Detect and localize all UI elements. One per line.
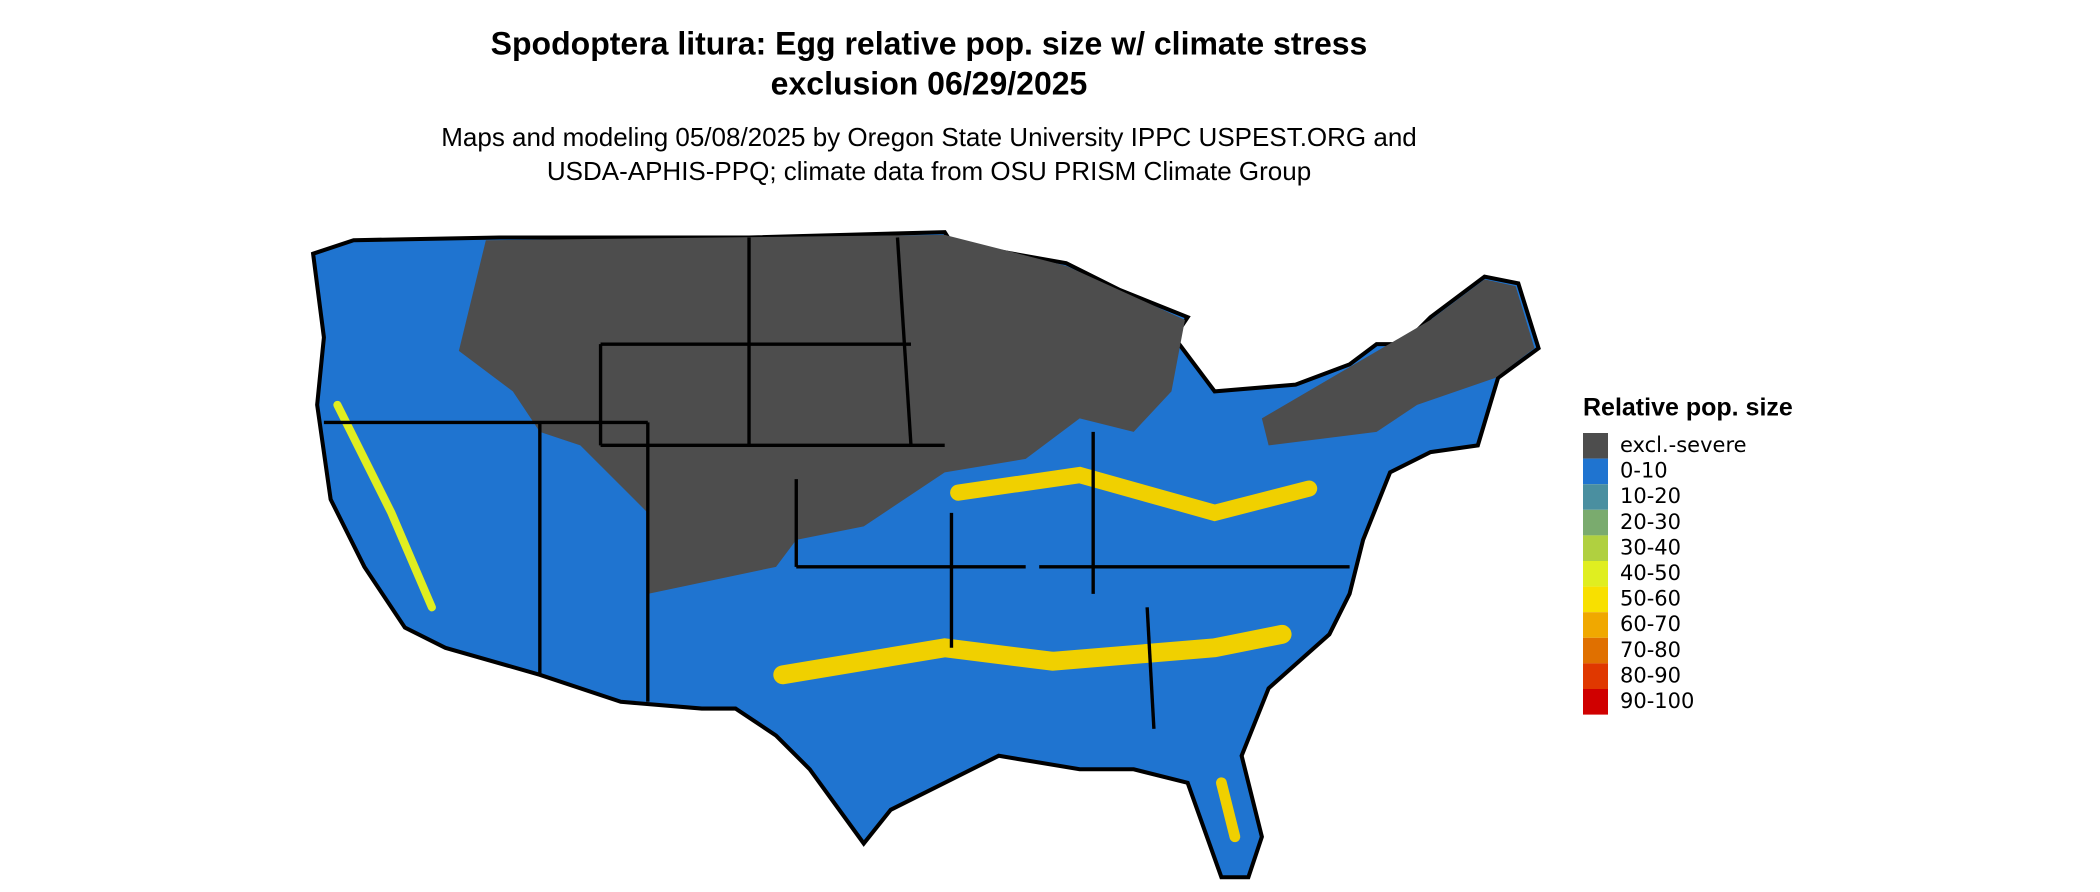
legend-swatch: [1583, 484, 1608, 510]
legend-label: 0-10: [1620, 459, 1668, 483]
legend-title: Relative pop. size: [1583, 394, 1793, 422]
legend-swatch: [1583, 535, 1608, 561]
us-map: [310, 230, 1541, 880]
legend-swatch: [1583, 509, 1608, 536]
legend-swatch: [1583, 663, 1608, 689]
legend-label: 10-20: [1620, 484, 1681, 508]
legend-label: 70-80: [1620, 638, 1681, 662]
legend-label: 20-30: [1620, 510, 1681, 534]
excluded-region: [458, 234, 1185, 594]
title: Spodoptera litura: Egg relative pop. siz…: [491, 25, 1368, 61]
legend-swatch: [1583, 637, 1608, 664]
legend-label: 60-70: [1620, 612, 1681, 636]
legend-label: excl.-severe: [1620, 433, 1747, 457]
subtitle: USDA-APHIS-PPQ; climate data from OSU PR…: [547, 156, 1311, 186]
legend-label: 80-90: [1620, 663, 1681, 687]
title: exclusion 06/29/2025: [771, 65, 1088, 101]
suitable-band: [1215, 777, 1241, 843]
legend-swatch: [1583, 561, 1608, 587]
legend-swatch: [1583, 433, 1608, 459]
legend-label: 50-60: [1620, 587, 1681, 611]
legend-label: 30-40: [1620, 535, 1681, 559]
suitable-band: [773, 624, 1292, 685]
state-borders: [323, 237, 1350, 729]
legend-label: 40-50: [1620, 561, 1681, 585]
legend-label: 90-100: [1620, 689, 1694, 713]
suitable-band: [333, 400, 436, 612]
legend-swatch: [1583, 586, 1608, 613]
legend-swatch: [1583, 458, 1608, 485]
suitable-band: [950, 466, 1318, 522]
legend-swatch: [1583, 612, 1608, 638]
excluded-region: [1261, 279, 1535, 446]
subtitle: Maps and modeling 05/08/2025 by Oregon S…: [441, 122, 1417, 152]
legend-swatch: [1583, 689, 1608, 715]
